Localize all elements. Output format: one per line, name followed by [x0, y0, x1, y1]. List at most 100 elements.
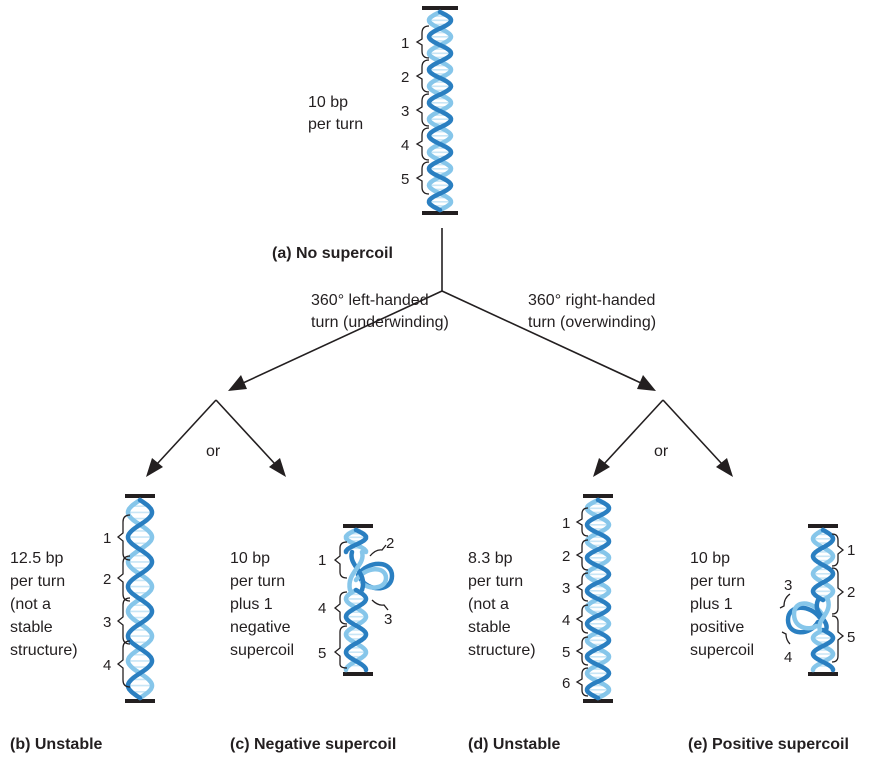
bracket-b-1	[116, 514, 131, 561]
arrow-e-head	[716, 458, 733, 477]
description-e-line-4: positive	[690, 619, 744, 636]
bracket-c-4	[333, 591, 348, 625]
bracket-e-3	[779, 593, 791, 609]
or-label-right: or	[654, 443, 669, 460]
caption-a: (a) No supercoil	[272, 245, 393, 262]
branch-right-line-1: 360° right-handed	[528, 292, 655, 309]
panel-e-positive-supercoil: 1 2 3 4 5 10 bp per turn plus 1 positive…	[688, 524, 855, 753]
description-d-line-5: structure)	[468, 642, 536, 659]
bracket-a-4	[415, 127, 430, 161]
branch-arrows: 360° left-handed turn (underwinding) 360…	[146, 228, 733, 477]
turn-number-e-2: 2	[847, 584, 855, 601]
bracket-c-3	[371, 599, 389, 611]
helix-c-top-bar	[343, 524, 373, 528]
helix-b-bottom-bar	[125, 699, 155, 703]
caption-e: (e) Positive supercoil	[688, 736, 849, 753]
arrow-b-head	[146, 458, 163, 477]
turn-number-d-2: 2	[562, 548, 570, 565]
description-d-line-1: 8.3 bp	[468, 550, 513, 567]
arrow-left-line	[242, 290, 443, 384]
turn-number-c-5: 5	[318, 645, 326, 662]
description-c-line-1: 10 bp	[230, 550, 270, 567]
helix-e-lower-strand-dark	[810, 627, 836, 673]
turn-number-c-2: 2	[386, 535, 394, 552]
supercoil-loop-e	[785, 601, 825, 635]
panel-b-unstable: 1 2 3 4 12.5 bp per turn (not a stable s…	[10, 494, 155, 753]
helix-e	[810, 527, 836, 603]
crossing-c-strand-light	[347, 549, 365, 593]
bracket-b-2	[116, 555, 131, 602]
branch-right-line-2: turn (overwinding)	[528, 314, 656, 331]
bracket-d-5	[575, 636, 589, 666]
helix-d	[584, 497, 612, 701]
bracket-b-3	[116, 597, 131, 645]
description-b-line-4: stable	[10, 619, 53, 636]
description-e-line-1: 10 bp	[690, 550, 730, 567]
bracket-c-2	[369, 544, 387, 557]
bracket-d-6	[575, 667, 589, 697]
arrow-d-head	[593, 458, 610, 477]
turn-number-a-3: 3	[401, 103, 409, 120]
bracket-a-5	[415, 161, 430, 195]
turn-number-a-1: 1	[401, 35, 409, 52]
turn-number-d-6: 6	[562, 675, 570, 692]
turn-number-b-2: 2	[103, 571, 111, 588]
arrow-b-line	[156, 399, 217, 465]
turn-number-a-5: 5	[401, 171, 409, 188]
description-d-line-4: stable	[468, 619, 511, 636]
description-c-line-2: per turn	[230, 573, 285, 590]
helix-c-lower	[343, 587, 369, 673]
caption-c: (c) Negative supercoil	[230, 736, 396, 753]
bracket-c-1	[333, 541, 348, 579]
panel-d-unstable: 1 2 3 4 5 6 8.3 bp per turn (not a stabl…	[468, 494, 613, 753]
bracket-e-5	[831, 615, 845, 663]
description-c-line-3: plus 1	[230, 596, 273, 613]
bracket-e-2	[831, 567, 845, 615]
helix-d-top-bar	[583, 494, 613, 498]
helix-a-top-bar	[422, 6, 458, 10]
arrow-c-head	[269, 458, 286, 477]
turn-number-e-5: 5	[847, 629, 855, 646]
turn-number-c-1: 1	[318, 552, 326, 569]
turn-number-d-5: 5	[562, 644, 570, 661]
turn-number-d-3: 3	[562, 580, 570, 597]
bracket-d-4	[575, 604, 589, 634]
helix-c-strand-light	[343, 527, 369, 555]
helix-b-top-bar	[125, 494, 155, 498]
helix-c-bottom-bar	[343, 672, 373, 676]
turn-number-a-2: 2	[401, 69, 409, 86]
arrow-right-head	[637, 375, 656, 391]
branch-left-line-1: 360° left-handed	[311, 292, 429, 309]
bracket-d-3	[575, 572, 589, 602]
caption-b: (b) Unstable	[10, 736, 103, 753]
helix-b-strand-dark	[125, 497, 155, 701]
description-b-line-3: (not a	[10, 596, 51, 613]
bracket-e-1	[831, 533, 845, 567]
turn-number-d-4: 4	[562, 612, 570, 629]
bracket-a-2	[415, 59, 430, 93]
helix-e-bottom-bar	[808, 672, 838, 676]
helix-c	[343, 527, 369, 555]
helix-e-lower	[810, 627, 836, 673]
description-d-line-3: (not a	[468, 596, 509, 613]
bracket-d-1	[575, 507, 589, 537]
description-e-line-2: per turn	[690, 573, 745, 590]
description-c-line-5: supercoil	[230, 642, 294, 659]
helix-a-bottom-bar	[422, 211, 458, 215]
helix-a	[426, 9, 454, 213]
description-c-line-4: negative	[230, 619, 291, 636]
turn-number-c-4: 4	[318, 600, 326, 617]
helix-a-strand-dark	[426, 9, 454, 213]
arrow-c-line	[215, 399, 276, 465]
description-e-line-3: plus 1	[690, 596, 733, 613]
branch-left-line-2: turn (underwinding)	[311, 314, 449, 331]
bracket-b-4	[116, 640, 131, 688]
helix-b	[125, 497, 155, 701]
description-b-line-2: per turn	[10, 573, 65, 590]
bracket-a-1	[415, 25, 430, 59]
bracket-e-4	[781, 631, 791, 645]
helix-e-top-bar	[808, 524, 838, 528]
turn-number-e-4: 4	[784, 649, 792, 666]
turn-number-e-3: 3	[784, 577, 792, 594]
